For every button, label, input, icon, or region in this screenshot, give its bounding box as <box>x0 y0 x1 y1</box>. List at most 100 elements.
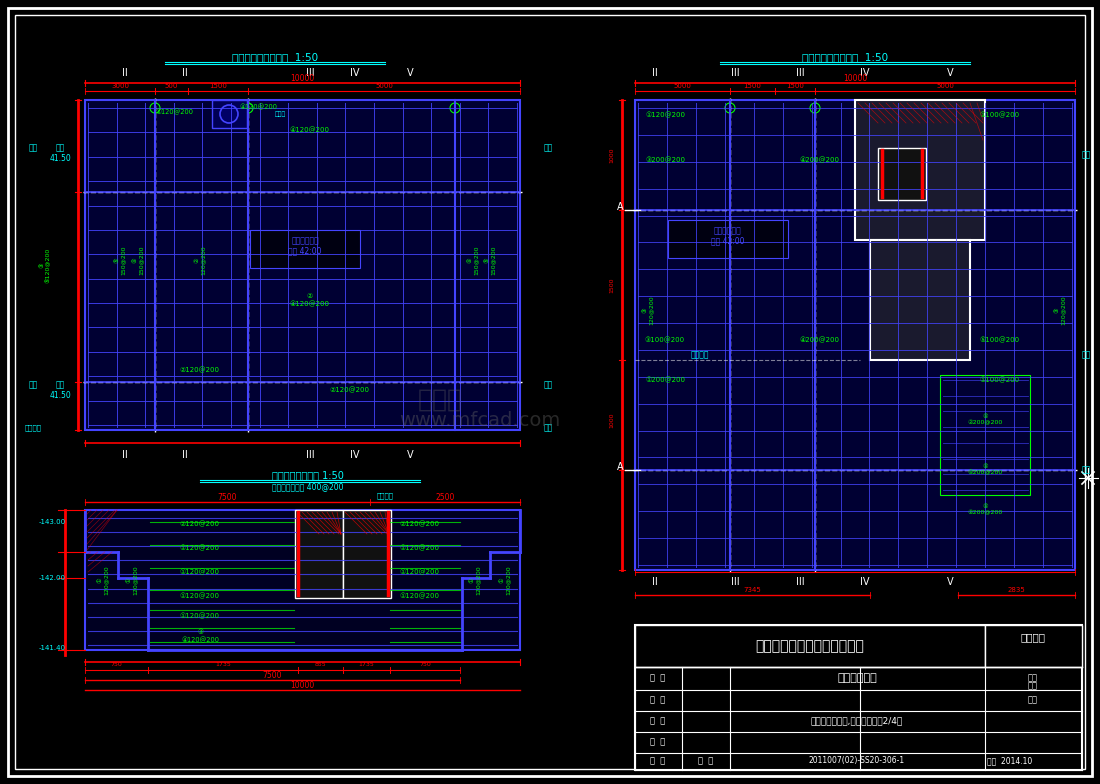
Text: 内墙: 内墙 <box>1082 151 1091 159</box>
Text: 5000: 5000 <box>936 83 954 89</box>
Text: 底部钢筋布置图 400@200: 底部钢筋布置图 400@200 <box>273 482 343 492</box>
Bar <box>940 375 1030 495</box>
Text: V: V <box>407 450 414 460</box>
Text: III: III <box>730 68 739 78</box>
Bar <box>984 625 1082 667</box>
Text: ③
120@200: ③ 120@200 <box>642 296 653 325</box>
Text: www.mfcad.com: www.mfcad.com <box>399 411 561 430</box>
Bar <box>343 510 390 598</box>
Text: ①
120@200: ① 120@200 <box>126 565 138 595</box>
Text: ④200@200: ④200@200 <box>800 337 840 343</box>
Text: ④120@200: ④120@200 <box>290 127 330 133</box>
Text: A: A <box>617 462 624 472</box>
Text: ②120@200: ②120@200 <box>330 387 370 394</box>
Text: ①120@200: ①120@200 <box>645 112 685 118</box>
Text: III: III <box>730 577 739 587</box>
Text: ①120@200: ①120@200 <box>180 545 220 551</box>
Text: ①120@200: ①120@200 <box>180 568 220 575</box>
Text: 41.50: 41.50 <box>50 390 70 400</box>
Text: ③100@200: ③100@200 <box>645 337 685 343</box>
Bar <box>212 100 248 128</box>
Text: 日期  2014.10: 日期 2014.10 <box>988 757 1033 765</box>
Text: II: II <box>183 68 188 78</box>
Text: ｘｘ防洪工程: ｘｘ防洪工程 <box>837 673 877 683</box>
Bar <box>295 510 343 598</box>
Text: 闸室底板底层钢筋图  1:50: 闸室底板底层钢筋图 1:50 <box>232 52 318 62</box>
Text: 5000: 5000 <box>673 83 692 89</box>
Text: 清淤: 清淤 <box>1082 466 1091 474</box>
Text: -142.00: -142.00 <box>39 575 66 581</box>
Text: 2011007(02)-SS20-306-1: 2011007(02)-SS20-306-1 <box>808 757 905 765</box>
Bar <box>878 148 926 200</box>
Circle shape <box>220 105 238 123</box>
Text: 7500: 7500 <box>218 492 236 502</box>
Text: ③
120@200: ③ 120@200 <box>1055 296 1066 325</box>
Text: 闸室底板顶层
钢筋 42:00: 闸室底板顶层 钢筋 42:00 <box>712 227 745 245</box>
Text: ②
④120@200: ② ④120@200 <box>290 293 330 307</box>
Text: A: A <box>617 202 624 212</box>
Text: ①120@200: ①120@200 <box>400 593 440 599</box>
Bar <box>635 625 984 667</box>
Text: 1500: 1500 <box>744 83 761 89</box>
Text: II: II <box>122 450 128 460</box>
Text: 某水闸闸室底板,闸墩结构图（2/4）: 某水闸闸室底板,闸墩结构图（2/4） <box>811 717 903 725</box>
Text: 闸室底板顶层钢筋图  1:50: 闸室底板顶层钢筋图 1:50 <box>802 52 888 62</box>
Text: ⑤
150@200: ⑤ 150@200 <box>485 245 495 274</box>
Text: ①120@200: ①120@200 <box>400 545 440 551</box>
Text: ④120@200: ④120@200 <box>239 103 277 111</box>
Text: ④
②200@200: ④ ②200@200 <box>967 415 1002 426</box>
Text: 10000: 10000 <box>290 74 315 82</box>
Text: ①
120@200: ① 120@200 <box>470 565 481 595</box>
Text: 1500: 1500 <box>786 83 804 89</box>
Text: 闸室底板纵剖面图 1:50: 闸室底板纵剖面图 1:50 <box>272 470 344 480</box>
Text: 内墙: 内墙 <box>29 143 37 153</box>
Text: 1735: 1735 <box>359 662 374 667</box>
Text: ③
⑤120@200: ③ ⑤120@200 <box>40 248 51 282</box>
Text: 水闸: 水闸 <box>55 380 65 390</box>
Text: III: III <box>306 68 315 78</box>
Text: ｘｘ水利水电勘测设计研究院: ｘｘ水利水电勘测设计研究院 <box>756 639 865 653</box>
Text: 1000: 1000 <box>609 147 615 163</box>
Text: V: V <box>947 68 954 78</box>
Text: II: II <box>652 68 658 78</box>
Text: 1735: 1735 <box>216 662 231 667</box>
Text: 水坑: 水坑 <box>543 380 552 390</box>
Text: 750: 750 <box>419 662 431 667</box>
Text: ⑤100@200: ⑤100@200 <box>980 337 1020 343</box>
Text: 批  准: 批 准 <box>650 673 666 683</box>
Text: 沐风网: 沐风网 <box>418 388 462 412</box>
Text: III: III <box>795 68 804 78</box>
Text: ①120@200: ①120@200 <box>156 109 194 115</box>
Text: 水管: 水管 <box>543 143 552 153</box>
Text: ①100@200: ①100@200 <box>980 112 1020 118</box>
Text: 基工: 基工 <box>1028 695 1038 705</box>
Text: ④
150@200: ④ 150@200 <box>468 245 478 274</box>
Text: ①120@200: ①120@200 <box>400 568 440 575</box>
Text: ②120@200: ②120@200 <box>180 521 220 528</box>
Text: 核  定: 核 定 <box>650 695 666 705</box>
Text: 设计证号: 设计证号 <box>1021 632 1045 642</box>
Text: 41.50: 41.50 <box>50 154 70 162</box>
Text: ①120@200: ①120@200 <box>180 593 220 599</box>
Text: IV: IV <box>860 577 870 587</box>
Text: ④
150@200: ④ 150@200 <box>133 245 143 274</box>
Text: II: II <box>122 68 128 78</box>
Text: 1500: 1500 <box>609 278 615 292</box>
Text: II: II <box>183 450 188 460</box>
Bar <box>668 220 788 258</box>
Text: 2500: 2500 <box>436 492 454 502</box>
Text: II: II <box>652 577 658 587</box>
Text: ②120@200: ②120@200 <box>400 521 440 528</box>
Text: ①
120@200: ① 120@200 <box>499 565 510 595</box>
Bar <box>250 230 360 268</box>
Text: ⑤
150@200: ⑤ 150@200 <box>114 245 125 274</box>
Text: V: V <box>407 68 414 78</box>
Text: 2835: 2835 <box>1008 587 1025 593</box>
Text: -143.00: -143.00 <box>39 519 66 525</box>
Text: ①120@200: ①120@200 <box>180 613 220 619</box>
Text: 3000: 3000 <box>111 83 129 89</box>
Text: ①200@200: ①200@200 <box>645 377 685 383</box>
Text: IV: IV <box>350 68 360 78</box>
Text: ①100@200: ①100@200 <box>980 377 1020 383</box>
Text: 7345: 7345 <box>744 587 761 593</box>
